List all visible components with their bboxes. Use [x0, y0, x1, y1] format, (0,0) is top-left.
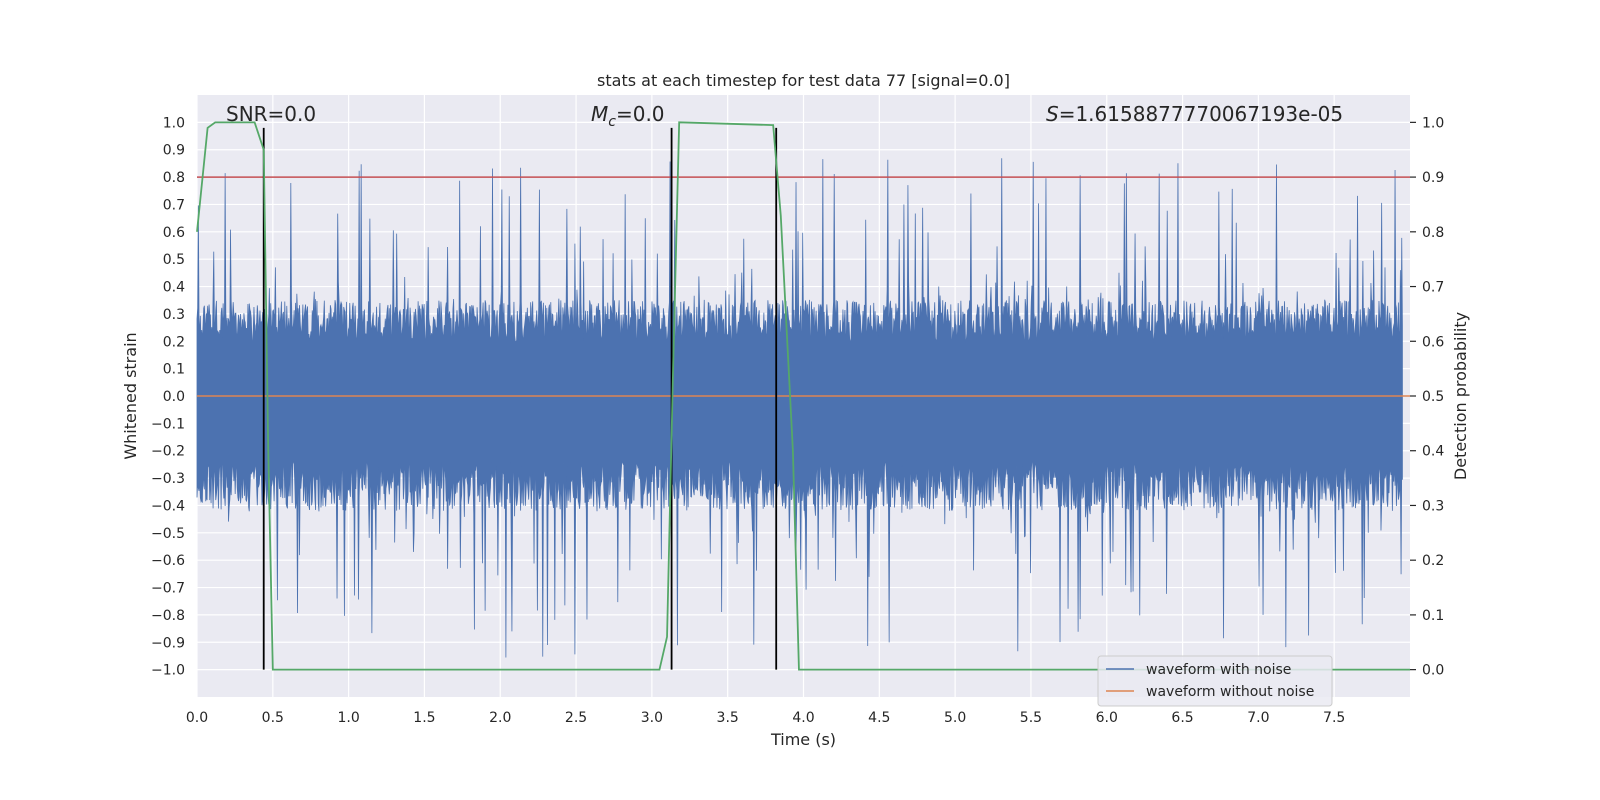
x-tick-label: 5.5	[1020, 710, 1042, 726]
legend-label-clean: waveform without noise	[1146, 684, 1314, 700]
y2-tick-label: 0.6	[1422, 334, 1444, 350]
y2-tick-label: 0.3	[1422, 498, 1444, 514]
x-tick-label: 7.5	[1323, 710, 1345, 726]
y-tick-label: 0.5	[163, 252, 185, 268]
y2-axis-ticks: 1.0 0.9 0.8 0.7 0.6 0.5 0.4 0.3 0.2 0.1 0.0	[1410, 115, 1444, 679]
s-symbol: S	[1046, 102, 1059, 126]
mc-subscript: c	[608, 114, 616, 130]
y-tick-label: 0.2	[163, 334, 185, 350]
y-tick-label: −0.2	[151, 444, 185, 460]
y-tick-label: −0.1	[151, 416, 185, 432]
y-tick-label: 0.6	[163, 225, 185, 241]
y2-tick-label: 0.5	[1422, 389, 1444, 405]
y2-tick-label: 0.9	[1422, 170, 1444, 186]
y2-tick-label: 1.0	[1422, 115, 1444, 131]
y2-tick-label: 0.1	[1422, 608, 1444, 624]
y-tick-label: −0.8	[151, 608, 185, 624]
y-tick-label: 0.9	[163, 143, 185, 159]
x-tick-label: 6.5	[1171, 710, 1193, 726]
x-tick-label: 5.0	[944, 710, 966, 726]
x-tick-label: 1.5	[413, 710, 435, 726]
x-tick-label: 0.5	[262, 710, 284, 726]
y-tick-label: 0.0	[163, 389, 185, 405]
y-axis-label: Whitened strain	[121, 332, 140, 459]
x-tick-label: 7.0	[1247, 710, 1269, 726]
x-tick-label: 3.5	[717, 710, 739, 726]
y-tick-label: −0.5	[151, 526, 185, 542]
chart-title: stats at each timestep for test data 77 …	[597, 71, 1010, 90]
legend-label-noise: waveform with noise	[1146, 662, 1291, 678]
s-value: =1.6158877770067193e-05	[1059, 102, 1343, 126]
x-tick-label: 1.0	[337, 710, 359, 726]
legend-box	[1097, 655, 1333, 707]
mc-symbol: M	[591, 102, 608, 126]
y2-axis-label: Detection probability	[1451, 312, 1470, 480]
y-tick-label: 1.0	[163, 115, 185, 131]
snr-annotation: SNR=0.0	[226, 102, 316, 126]
y-tick-label: −0.4	[151, 498, 185, 514]
y-tick-label: 0.8	[163, 170, 185, 186]
x-axis-label: Time (s)	[770, 730, 836, 749]
probability-line	[196, 121, 1410, 671]
y2-tick-label: 0.4	[1422, 444, 1444, 460]
noise-waveform-series	[196, 158, 1403, 658]
y2-tick-label: 0.2	[1422, 553, 1444, 569]
x-tick-label: 4.5	[868, 710, 890, 726]
y2-tick-label: 0.8	[1422, 225, 1444, 241]
legend: waveform with noise waveform without noi…	[1097, 655, 1333, 707]
mc-annotation: Mc=0.0	[591, 102, 665, 130]
y2-tick-label: 0.0	[1422, 663, 1444, 679]
noise-waveform-band	[196, 158, 1403, 658]
x-tick-label: 2.0	[489, 710, 511, 726]
x-tick-label: 0.0	[186, 710, 208, 726]
s-annotation: S=1.6158877770067193e-05	[1046, 102, 1343, 126]
y-tick-label: 0.3	[163, 307, 185, 323]
y-tick-label: 0.4	[163, 280, 185, 296]
probability-series	[196, 121, 1410, 671]
y2-tick-label: 0.7	[1422, 280, 1444, 296]
x-axis-ticks: 0.0 0.5 1.0 1.5 2.0 2.5 3.0 3.5 4.0 4.5 5.0 5.5 6.0 6…	[186, 710, 1345, 726]
x-tick-label: 6.0	[1096, 710, 1118, 726]
y-tick-label: −0.9	[151, 635, 185, 651]
x-tick-label: 2.5	[565, 710, 587, 726]
y-tick-label: −0.7	[151, 581, 185, 597]
y-tick-label: 0.1	[163, 362, 185, 378]
x-tick-label: 4.0	[792, 710, 814, 726]
y-tick-label: −1.0	[151, 663, 185, 679]
y-tick-label: 0.7	[163, 197, 185, 213]
y-axis-ticks: 1.0 0.9 0.8 0.7 0.6 0.5 0.4 0.3 0.2 0.1 0.0 −0.1 −0.…	[151, 115, 185, 678]
y-tick-label: −0.6	[151, 553, 185, 569]
y-tick-label: −0.3	[151, 471, 185, 487]
x-tick-label: 3.0	[641, 710, 663, 726]
mc-value: =0.0	[616, 102, 665, 126]
